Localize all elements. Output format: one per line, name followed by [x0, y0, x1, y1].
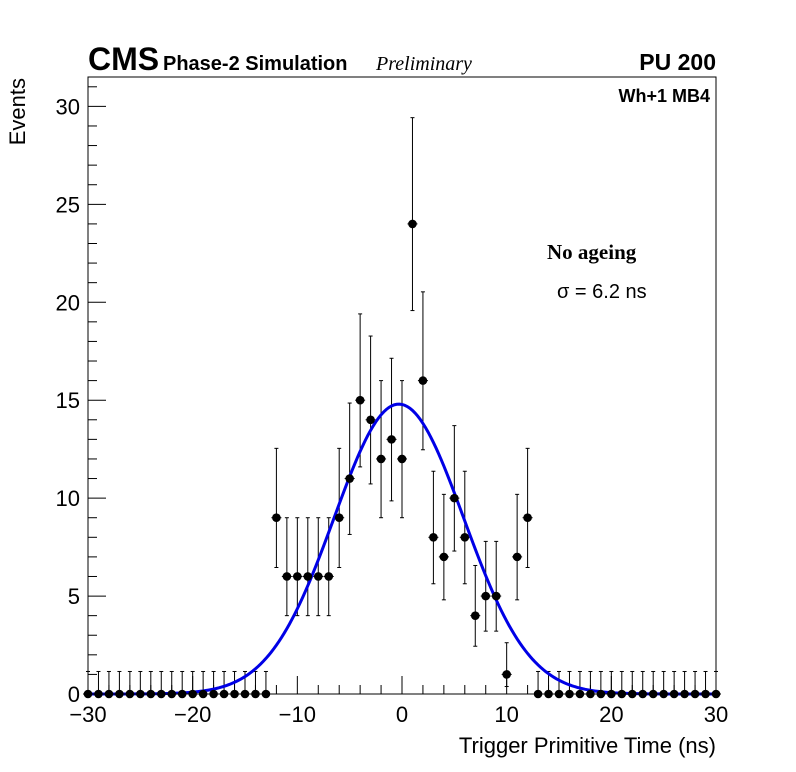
x-tick-label: −10	[279, 702, 316, 727]
y-tick-label: 10	[56, 486, 80, 511]
y-tick-label: 30	[56, 94, 80, 119]
axis-tick-labels: −30 −20 −10 0 10 20 30 0 5 10 15 20 25 30	[56, 94, 729, 727]
preliminary-label: Preliminary	[375, 53, 472, 75]
data-point	[282, 572, 292, 581]
y-tick-label: 15	[56, 388, 80, 413]
data-point	[439, 552, 449, 562]
data-point	[523, 513, 532, 523]
data-point	[324, 572, 334, 581]
chamber-label: Wh+1 MB4	[618, 86, 710, 106]
data-point	[470, 611, 480, 620]
data-point	[429, 533, 438, 542]
ageing-annotation: No ageing	[547, 240, 637, 264]
data-point	[408, 219, 417, 229]
x-tick-label: 30	[704, 702, 728, 727]
data-point	[366, 415, 375, 425]
x-tick-label: 10	[494, 702, 518, 727]
cms-label: CMS	[88, 41, 159, 77]
x-tick-label: 0	[396, 702, 408, 727]
data-point	[334, 513, 344, 523]
x-tick-label: −20	[174, 702, 211, 727]
data-point	[303, 572, 313, 581]
data-point	[491, 591, 501, 601]
x-tick-label: 20	[599, 702, 623, 727]
x-tick-label: −30	[69, 702, 106, 727]
data-point	[272, 513, 281, 523]
y-axis-label: Events	[5, 78, 30, 145]
data-point	[418, 376, 428, 385]
plot-frame	[87, 76, 717, 695]
y-tick-label: 25	[56, 192, 80, 217]
x-axis-label: Trigger Primitive Time (ns)	[459, 733, 716, 758]
data-point	[512, 552, 522, 562]
data-point	[397, 454, 407, 464]
data-point	[481, 591, 491, 601]
y-tick-label: 0	[68, 682, 80, 707]
sigma-annotation: σ = 6.2 ns	[557, 281, 647, 303]
data-point	[345, 474, 354, 483]
data-point	[460, 533, 470, 542]
y-tick-label: 20	[56, 290, 80, 315]
data-point	[376, 454, 386, 464]
data-point	[502, 670, 511, 679]
y-tick-label: 5	[68, 584, 80, 609]
data-point	[450, 493, 459, 503]
data-point	[387, 435, 396, 444]
data-point	[293, 572, 302, 581]
data-point	[313, 572, 323, 581]
data-point	[355, 395, 365, 405]
simulation-label: Phase-2 Simulation	[163, 53, 348, 75]
pileup-label: PU 200	[639, 49, 716, 75]
